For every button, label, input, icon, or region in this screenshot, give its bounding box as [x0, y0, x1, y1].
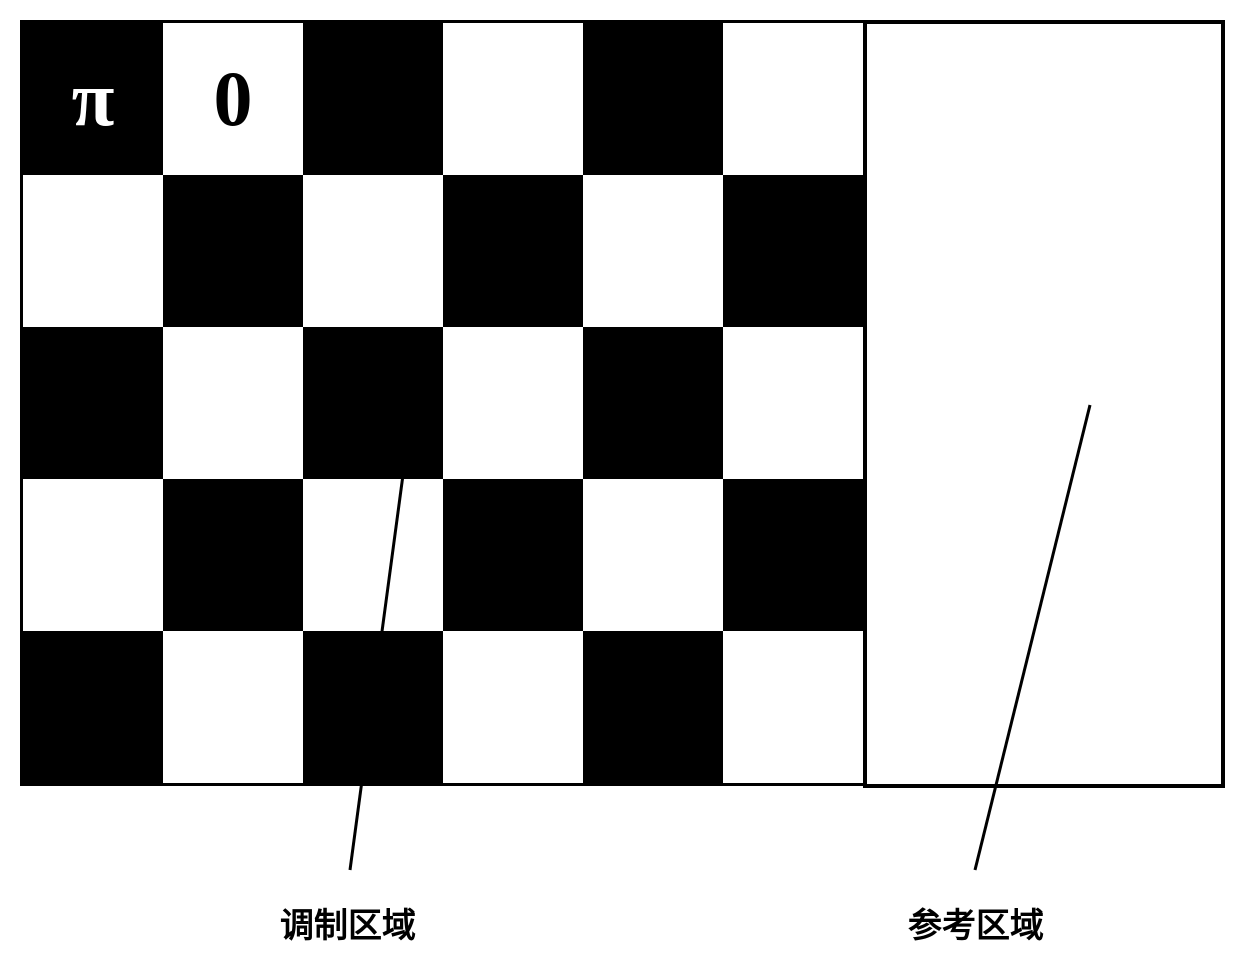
checker-cell — [723, 175, 863, 327]
checker-cell — [23, 479, 163, 631]
diagram-container: π0 调制区域 参考区域 — [20, 20, 1220, 960]
checker-cell — [443, 479, 583, 631]
checker-cell — [443, 631, 583, 783]
checker-cell — [723, 631, 863, 783]
checker-cell — [23, 631, 163, 783]
checker-cell — [163, 631, 303, 783]
cell-label: 0 — [214, 54, 253, 144]
checker-cell — [583, 479, 723, 631]
checker-cell: π — [23, 23, 163, 175]
checker-cell — [443, 23, 583, 175]
checker-cell — [723, 23, 863, 175]
checker-cell — [443, 327, 583, 479]
reference-label: 参考区域 — [908, 898, 1044, 947]
checker-cell — [583, 631, 723, 783]
checker-cell — [163, 175, 303, 327]
checker-cell — [303, 327, 443, 479]
checker-cell — [583, 23, 723, 175]
checker-cell — [303, 175, 443, 327]
checker-cell — [723, 327, 863, 479]
checker-cell — [303, 23, 443, 175]
checker-cell — [23, 175, 163, 327]
checker-cell: 0 — [163, 23, 303, 175]
diagram-area: π0 — [20, 20, 1220, 800]
modulation-checkerboard: π0 — [20, 20, 866, 786]
checker-cell — [163, 327, 303, 479]
modulation-label: 调制区域 — [280, 898, 416, 947]
checker-cell — [303, 631, 443, 783]
checker-cell — [23, 327, 163, 479]
checker-cell — [723, 479, 863, 631]
checker-cell — [303, 479, 443, 631]
checker-cell — [163, 479, 303, 631]
checker-cell — [583, 327, 723, 479]
checker-cell — [443, 175, 583, 327]
checker-cell — [583, 175, 723, 327]
cell-label: π — [72, 54, 115, 144]
reference-area — [863, 20, 1225, 788]
